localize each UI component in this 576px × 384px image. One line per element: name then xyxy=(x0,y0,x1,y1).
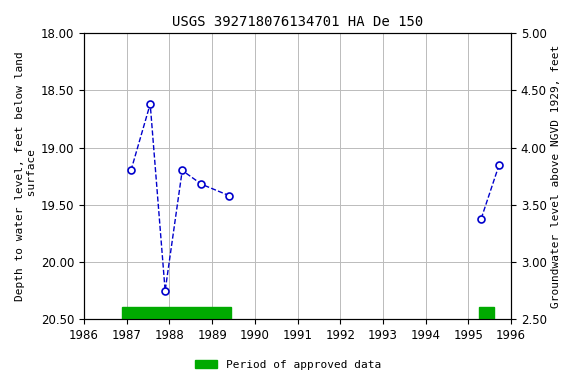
Y-axis label: Groundwater level above NGVD 1929, feet: Groundwater level above NGVD 1929, feet xyxy=(551,45,561,308)
Bar xyxy=(479,307,494,319)
Title: USGS 392718076134701 HA De 150: USGS 392718076134701 HA De 150 xyxy=(172,15,423,29)
Y-axis label: Depth to water level, feet below land
 surface: Depth to water level, feet below land su… xyxy=(15,51,37,301)
Bar xyxy=(123,307,232,319)
Legend: Period of approved data: Period of approved data xyxy=(191,356,385,375)
